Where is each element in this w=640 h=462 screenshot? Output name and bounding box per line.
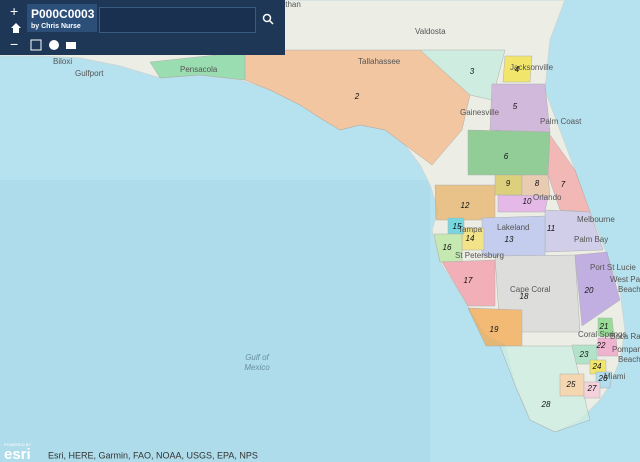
district-area (447, 217, 465, 235)
district-label: 9 (506, 179, 511, 188)
place-label: Beach (618, 355, 640, 364)
district-area (547, 134, 591, 213)
place-label: Pensacola (180, 65, 218, 74)
district-label: 4 (515, 65, 520, 74)
place-label: Pompano (612, 345, 640, 354)
attribution: Esri, HERE, Garmin, FAO, NOAA, USGS, EPA… (48, 450, 258, 460)
district-label: 23 (579, 350, 589, 359)
place-label: Tampa (458, 225, 483, 234)
district-label: 22 (596, 341, 606, 350)
place-label: Miami (604, 372, 626, 381)
home-button[interactable] (10, 22, 22, 34)
district-label: 16 (443, 243, 452, 252)
place-label: Gainesville (460, 108, 500, 117)
district-label: 21 (599, 322, 609, 331)
district-area (597, 337, 619, 357)
place-label: Orlando (533, 193, 562, 202)
place-label: Boca Raton (610, 332, 640, 341)
district-label: 10 (523, 197, 532, 206)
water-label: Gulf of (245, 353, 269, 362)
labels: Dothan Valdosta Jacksonville Tallahassee Pen… (53, 0, 640, 409)
district-label: 7 (561, 180, 566, 189)
district-area (499, 345, 591, 433)
place-label: Cape Coral (510, 285, 551, 294)
place-label: Palm Coast (540, 117, 582, 126)
district-label: 27 (587, 384, 597, 393)
place-label: Palm Bay (574, 235, 608, 244)
place-label: Gulfport (75, 69, 104, 78)
district-label: 18 (520, 292, 529, 301)
district-label: 13 (505, 235, 514, 244)
place-label: Valdosta (415, 27, 446, 36)
district-area (481, 215, 546, 257)
district-label: 28 (541, 400, 551, 409)
place-label: Biloxi (53, 57, 72, 66)
gulf-depth (0, 180, 430, 462)
land (0, 0, 626, 433)
logo-small: POWERED BY (4, 442, 31, 447)
district-label: 15 (453, 222, 462, 231)
place-label: Coral Springs (578, 330, 626, 339)
place-label: Lakeland (497, 223, 529, 232)
district-label: 26 (598, 374, 608, 383)
district-label: 17 (464, 276, 473, 285)
zoom-out[interactable]: − (10, 36, 19, 52)
district-label: 25 (566, 380, 576, 389)
district-area (583, 381, 601, 399)
place-label: Jacksonville (510, 63, 554, 72)
district-area (502, 55, 533, 83)
place-label: West Palm (610, 275, 640, 284)
district-area (597, 317, 615, 337)
district-label: 8 (535, 179, 540, 188)
district-label: 11 (547, 224, 555, 233)
district-area (521, 174, 551, 197)
district-area (441, 259, 496, 307)
district-area (244, 49, 471, 166)
districts (149, 49, 621, 433)
tool-icons[interactable] (30, 39, 80, 51)
place-label: St Petersburg (455, 251, 504, 260)
district-label: 24 (592, 362, 602, 371)
toolbar: + − P000C0003 by Chris Nurse (0, 0, 285, 55)
logo: esri (4, 446, 31, 462)
search-button[interactable] (262, 13, 274, 25)
title: P000C0003 (31, 7, 95, 21)
place-label: Beach (618, 285, 640, 294)
place-label: Dothan (275, 0, 301, 9)
place-label: Port St Lucie (590, 263, 636, 272)
zoom-in[interactable]: + (10, 3, 19, 19)
district-area (467, 129, 551, 176)
district-label: 3 (470, 67, 475, 76)
place-label: Melbourne (577, 215, 615, 224)
district-label: 14 (466, 234, 475, 243)
water-label: Mexico (244, 363, 270, 372)
district-label: 2 (354, 92, 360, 101)
title-box (27, 4, 97, 32)
subtitle: by Chris Nurse (31, 23, 81, 30)
place-label: Tallahassee (358, 57, 401, 66)
district-label: 5 (513, 102, 518, 111)
district-label: 19 (490, 325, 499, 334)
district-area (574, 251, 621, 327)
district-label: 12 (461, 201, 470, 210)
district-label: 6 (504, 152, 509, 161)
search-input[interactable] (99, 7, 256, 33)
district-label: 20 (584, 286, 594, 295)
